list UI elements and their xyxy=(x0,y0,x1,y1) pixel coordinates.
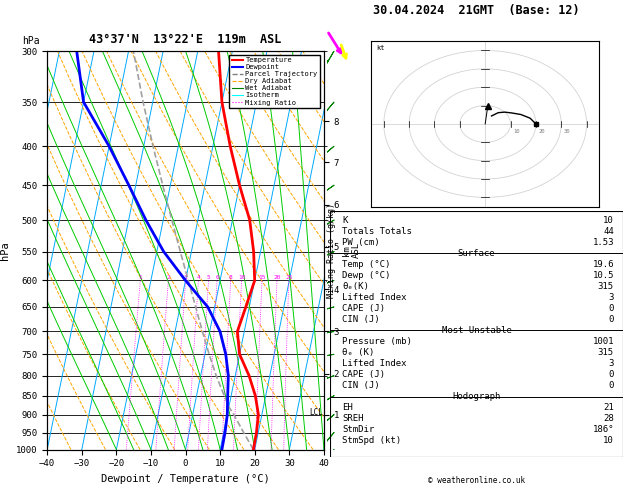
Text: 10: 10 xyxy=(603,436,614,445)
Text: Temp (°C): Temp (°C) xyxy=(342,260,391,269)
Text: CIN (J): CIN (J) xyxy=(342,381,379,390)
Text: 4: 4 xyxy=(196,276,200,280)
Text: 8: 8 xyxy=(229,276,233,280)
Text: 21: 21 xyxy=(603,403,614,412)
Text: 1.53: 1.53 xyxy=(593,238,614,246)
Text: 19.6: 19.6 xyxy=(593,260,614,269)
Text: EH: EH xyxy=(342,403,353,412)
Text: 20: 20 xyxy=(273,276,281,280)
Text: 3: 3 xyxy=(609,359,614,368)
Text: Mixing Ratio (g/kg): Mixing Ratio (g/kg) xyxy=(327,203,336,298)
Text: Lifted Index: Lifted Index xyxy=(342,359,406,368)
Text: 28: 28 xyxy=(603,414,614,423)
Text: CAPE (J): CAPE (J) xyxy=(342,304,385,313)
Y-axis label: hPa: hPa xyxy=(1,241,11,260)
Text: 2: 2 xyxy=(167,276,170,280)
Text: 315: 315 xyxy=(598,282,614,291)
Text: CAPE (J): CAPE (J) xyxy=(342,370,385,379)
Text: Dewp (°C): Dewp (°C) xyxy=(342,271,391,280)
Text: 15: 15 xyxy=(259,276,266,280)
Text: 10: 10 xyxy=(238,276,245,280)
Text: Totals Totals: Totals Totals xyxy=(342,226,412,236)
Text: StmDir: StmDir xyxy=(342,425,374,434)
Text: 6: 6 xyxy=(215,276,219,280)
Text: kt: kt xyxy=(376,46,385,52)
Text: StmSpd (kt): StmSpd (kt) xyxy=(342,436,401,445)
Text: PW (cm): PW (cm) xyxy=(342,238,379,246)
Text: 1001: 1001 xyxy=(593,337,614,346)
Text: © weatheronline.co.uk: © weatheronline.co.uk xyxy=(428,476,525,486)
Text: 0: 0 xyxy=(609,315,614,324)
X-axis label: Dewpoint / Temperature (°C): Dewpoint / Temperature (°C) xyxy=(101,474,270,484)
Text: 315: 315 xyxy=(598,348,614,357)
Text: 30.04.2024  21GMT  (Base: 12): 30.04.2024 21GMT (Base: 12) xyxy=(373,4,580,17)
Text: θₑ (K): θₑ (K) xyxy=(342,348,374,357)
Text: 3: 3 xyxy=(184,276,187,280)
Text: 0: 0 xyxy=(609,304,614,313)
Text: CIN (J): CIN (J) xyxy=(342,315,379,324)
Text: K: K xyxy=(342,215,347,225)
Text: 0: 0 xyxy=(609,370,614,379)
Text: Lifted Index: Lifted Index xyxy=(342,293,406,302)
Text: 1: 1 xyxy=(138,276,142,280)
Text: 3: 3 xyxy=(609,293,614,302)
Text: hPa: hPa xyxy=(22,36,40,46)
Text: Pressure (mb): Pressure (mb) xyxy=(342,337,412,346)
Text: θₑ(K): θₑ(K) xyxy=(342,282,369,291)
Text: 186°: 186° xyxy=(593,425,614,434)
Text: Most Unstable: Most Unstable xyxy=(442,326,511,335)
Text: 44: 44 xyxy=(603,226,614,236)
Text: 5: 5 xyxy=(207,276,211,280)
Text: LCL: LCL xyxy=(309,408,323,417)
Text: 30: 30 xyxy=(564,129,571,134)
Text: Hodograph: Hodograph xyxy=(452,392,501,401)
Text: 0: 0 xyxy=(609,381,614,390)
Text: 10: 10 xyxy=(513,129,520,134)
Y-axis label: km
ASL: km ASL xyxy=(342,242,361,259)
Text: 10.5: 10.5 xyxy=(593,271,614,280)
Legend: Temperature, Dewpoint, Parcel Trajectory, Dry Adiabat, Wet Adiabat, Isotherm, Mi: Temperature, Dewpoint, Parcel Trajectory… xyxy=(230,54,320,108)
Text: 25: 25 xyxy=(285,276,292,280)
Text: Surface: Surface xyxy=(458,249,495,258)
Text: SREH: SREH xyxy=(342,414,364,423)
Text: 10: 10 xyxy=(603,215,614,225)
Text: 20: 20 xyxy=(538,129,545,134)
Text: 43°37'N  13°22'E  119m  ASL: 43°37'N 13°22'E 119m ASL xyxy=(89,33,282,46)
